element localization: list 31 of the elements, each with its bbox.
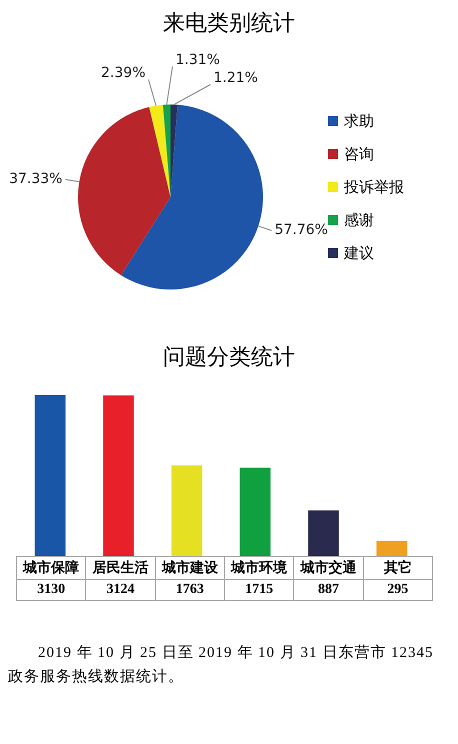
- data-label: 295: [363, 580, 432, 600]
- data-label: 3130: [16, 580, 86, 600]
- bar: [34, 395, 66, 556]
- data-label: 3124: [86, 580, 156, 600]
- data-label: 1.21%: [214, 70, 258, 86]
- data-label: 37.33%: [9, 171, 62, 188]
- x-tick-label: 其它: [363, 556, 432, 580]
- data-label: 1.31%: [176, 52, 220, 68]
- legend-label: 咨询: [344, 144, 374, 164]
- x-tick-label: 居民生活: [86, 556, 156, 580]
- bar: [171, 465, 202, 556]
- bar: [308, 510, 339, 556]
- legend-label: 感谢: [344, 210, 374, 230]
- x-tick-label: 城市保障: [16, 556, 86, 580]
- legend-label: 求助: [344, 112, 374, 130]
- bar: [103, 395, 134, 556]
- x-tick-label: 城市交通: [294, 556, 364, 580]
- legend-label: 建议: [344, 244, 374, 262]
- bar: [240, 468, 271, 556]
- text: 2019 年 10 月 25 日至 2019 年 10 月 31 日东营市 12345 政务服务热线数据统计。: [8, 643, 434, 687]
- bar: [376, 540, 408, 556]
- chart-title: 来电类别统计: [162, 10, 296, 38]
- data-label: 1715: [224, 580, 294, 600]
- x-tick-label: 城市环境: [224, 556, 294, 580]
- legend-label: 投诉举报: [344, 178, 404, 196]
- data-label: 2.39%: [101, 65, 146, 82]
- data-label: 887: [294, 580, 364, 600]
- chart-title: 问题分类统计: [162, 344, 296, 372]
- data-label: 57.76%: [274, 222, 328, 238]
- data-label: 1763: [155, 580, 224, 600]
- x-tick-label: 城市建设: [155, 556, 224, 580]
